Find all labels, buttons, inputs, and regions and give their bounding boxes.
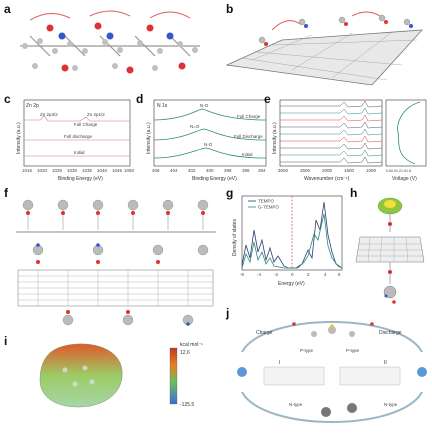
c-p12-label: Zn 2p1/2 [87,112,105,117]
panel-label-g: g [226,186,234,200]
c-xtick-3: 1030 [67,168,78,173]
c-peak-label: Zn 2p [26,103,39,109]
g-xtick-2: -2 [274,272,278,277]
g-xtick-6: 6 [338,272,341,277]
panel-label-j: j [226,306,230,320]
g-xtick-4: 2 [307,272,310,277]
panel-h-structure [355,197,425,304]
g-xtick-3: 0 [291,272,294,277]
panel-i-esp: kcal mol⁻¹ 12.6 -125.5 [39,342,203,408]
g-xlabel: Energy (eV) [278,281,305,287]
i-unit: kcal mol⁻¹ [180,342,203,348]
panel-a-molecule [20,10,200,74]
panel-label-e: e [264,92,271,106]
c-curve-0: Full Charge [74,122,98,127]
d-curve-2: Initial [242,152,253,157]
e-xtick-3: 1500 [344,168,355,173]
e-ylabel: Intensity (a.u.) [272,122,278,154]
g-legend-1: G-TEMPO [258,205,279,210]
panel-label-f: f [4,186,8,200]
panel-label-i: i [4,334,8,348]
g-xtick-5: 4 [324,272,327,277]
e-xtick-4: 1000 [366,168,377,173]
i-max: 12.6 [180,350,190,356]
panel-j-diagram: Charge Discharge P-type P-type N-type N-… [237,321,427,423]
panel-label-a: a [4,2,11,16]
j-roman-1: I [279,360,280,366]
g-xtick-0: -6 [240,272,244,277]
c-xtick-6: 1045 [112,168,123,173]
j-roman-2: II [384,360,387,366]
j-ptype-right: P-type [346,348,360,353]
c-p32-label: Zn 2p3/2 [40,112,58,117]
panel-f-structures [16,199,216,326]
d-xtick-4: 398 [224,168,232,173]
panel-e-chart: 3000 2500 2000 1500 1000 0.60.91.21.51.8… [272,99,427,182]
panel-label-b: b [226,2,234,16]
i-min: -125.5 [180,402,194,408]
j-discharge: Discharge [379,330,402,336]
j-charge: Charge [256,330,273,336]
e-xlabel2: Voltage (V) [392,176,417,182]
d-xtick-2: 402 [188,168,196,173]
c-xtick-7: 1050 [124,168,134,173]
g-ylabel: Density of states [232,219,238,256]
d-peak-1: N=O [190,124,200,129]
e-xlabel: Wavenumber (cm⁻¹) [304,176,350,182]
d-peak-0: N-O [200,103,209,108]
j-ntype-left: N-type [289,402,303,407]
d-xtick-1: 404 [170,168,178,173]
c-xtick-5: 1040 [97,168,108,173]
j-ptype-left: P-type [300,348,314,353]
panel-label-h: h [350,186,358,200]
panel-b-graphene [225,11,423,86]
c-xtick-4: 1035 [82,168,93,173]
d-xlabel: Binding Energy (eV) [192,176,237,182]
d-peak-2: N-O [204,142,213,147]
panel-c-chart: Zn 2p Zn 2p3/2 Zn 2p1/2 Full Charge Full… [16,99,134,182]
e-xtick2: 0.60.91.21.51.8 [386,169,411,173]
e-xtick-2: 2000 [322,168,333,173]
d-title: N 1s [157,103,168,109]
c-xtick-1: 1020 [37,168,48,173]
d-xtick-3: 400 [206,168,214,173]
g-legend-0: TEMPO [258,199,275,204]
c-ylabel: Intensity (a.u.) [16,122,22,154]
panel-label-c: c [4,92,11,106]
c-xtick-0: 1015 [22,168,33,173]
d-curve-1: Full Discharge [234,134,263,139]
c-curve-1: Full discharge [64,134,93,139]
e-xtick-1: 2500 [300,168,311,173]
panel-label-d: d [136,92,144,106]
d-curve-0: Full Charge [237,114,261,119]
panel-d-chart: N 1s N-O N=O N-O Full Charge Full Discha… [146,99,267,182]
d-ylabel: Intensity (a.u.) [146,122,152,154]
c-curve-2: Initial [74,150,85,155]
j-ntype-right: N-type [384,402,398,407]
d-xtick-0: 406 [152,168,160,173]
d-xtick-6: 394 [258,168,266,173]
e-xtick-0: 3000 [278,168,289,173]
panel-g-chart: TEMPO G-TEMPO -6 -4 -2 0 2 4 6 Energy (e… [232,195,343,287]
g-xtick-1: -4 [257,272,261,277]
d-xtick-5: 396 [242,168,250,173]
c-xlabel: Binding Energy (eV) [58,176,103,182]
c-xtick-2: 1025 [52,168,63,173]
